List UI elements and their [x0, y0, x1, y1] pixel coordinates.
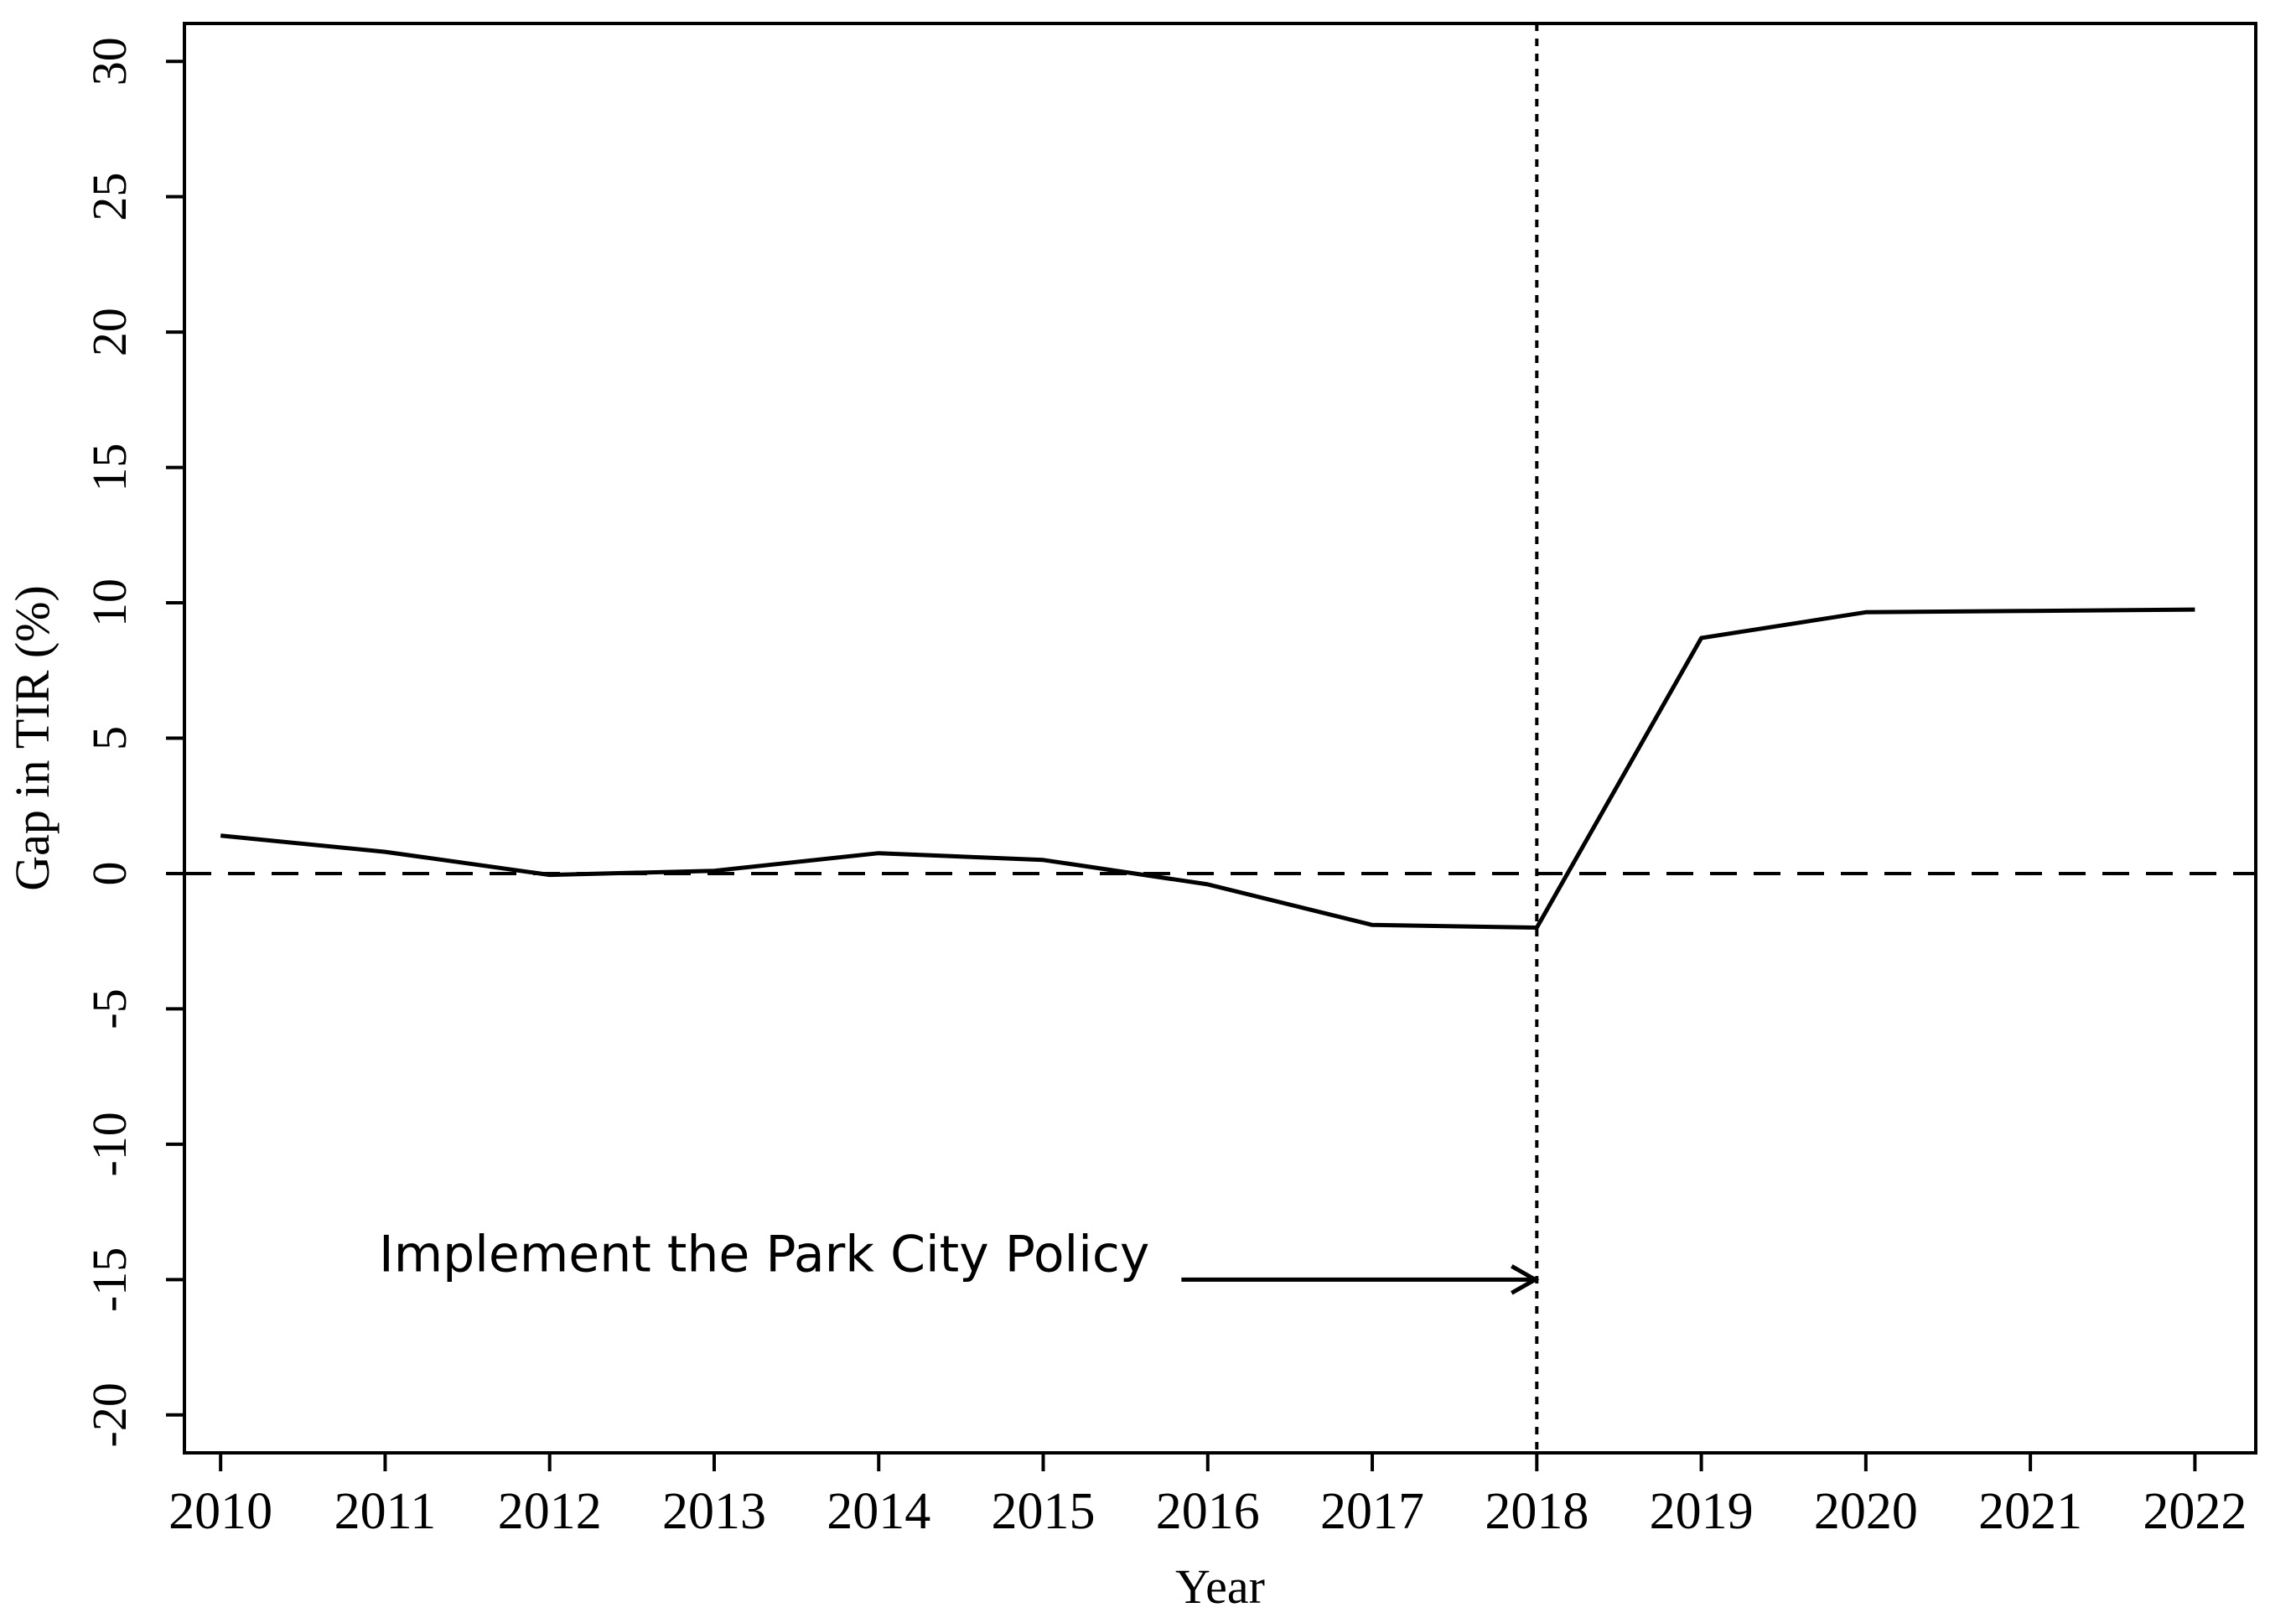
- x-axis-label: Year: [1175, 1559, 1265, 1614]
- x-tick-label: 2019: [1650, 1483, 1754, 1540]
- x-tick-label: 2013: [662, 1483, 766, 1540]
- y-tick-label: 5: [82, 726, 137, 750]
- annotation-arrowhead: [1511, 1264, 1540, 1295]
- y-tick-label: -10: [82, 1112, 137, 1176]
- annotation-text: Implement the Park City Policy: [379, 1225, 1149, 1284]
- y-tick-label: 30: [82, 37, 137, 86]
- series-line: [220, 607, 2195, 930]
- x-tick-label: 2014: [827, 1483, 930, 1540]
- x-tick-label: 2020: [1814, 1483, 1918, 1540]
- y-tick-label: 0: [82, 861, 137, 885]
- x-tick-label: 2010: [168, 1483, 272, 1540]
- x-tick-label: 2021: [1978, 1483, 2082, 1540]
- x-tick-label: 2017: [1320, 1483, 1424, 1540]
- y-tick-label: 25: [82, 173, 137, 221]
- y-tick-label: -20: [82, 1382, 137, 1447]
- y-tick-label: 10: [82, 578, 137, 627]
- y-tick-label: 20: [82, 308, 137, 356]
- y-tick-label: -5: [82, 988, 137, 1029]
- y-tick-label: -15: [82, 1247, 137, 1312]
- x-tick-label: 2018: [1485, 1483, 1589, 1540]
- x-tick-label: 2015: [992, 1483, 1096, 1540]
- x-tick-label: 2022: [2143, 1483, 2247, 1540]
- y-axis-label: Gap in TIR (%): [5, 585, 60, 891]
- x-tick-label: 2011: [334, 1483, 437, 1540]
- x-tick-label: 2012: [498, 1483, 602, 1540]
- y-tick-label: 15: [82, 443, 137, 492]
- x-tick-label: 2016: [1156, 1483, 1260, 1540]
